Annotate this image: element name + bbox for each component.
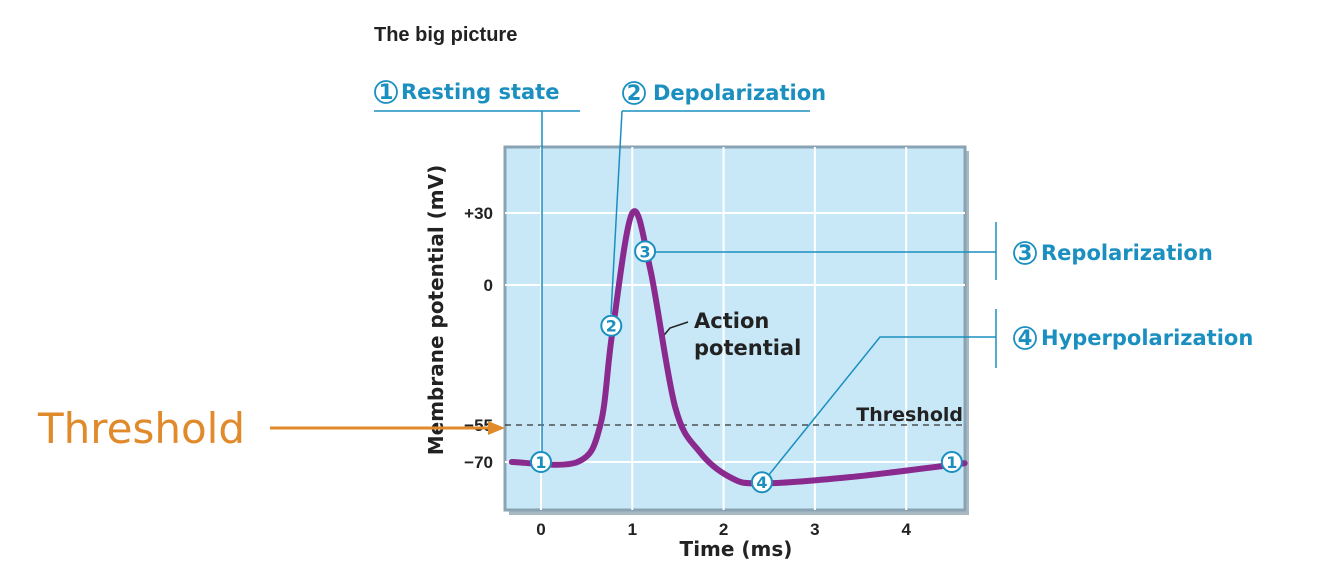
- svg-text:Hyperpolarization: Hyperpolarization: [1041, 326, 1253, 350]
- phase-marker-3: [634, 240, 657, 263]
- figure-title: The big picture: [374, 24, 517, 46]
- svg-text:3: 3: [1018, 241, 1033, 265]
- plot-area: [503, 145, 967, 512]
- phase-marker-4: [750, 471, 773, 494]
- phase-marker-2: [600, 314, 623, 337]
- threshold-arrow-icon: [488, 421, 505, 435]
- phase-label-resting: 1 Resting state: [374, 80, 559, 104]
- phase-marker-label: 3: [640, 242, 651, 261]
- y-axis-label: Membrane potential (mV): [424, 165, 448, 456]
- svg-text:2: 2: [627, 81, 642, 105]
- phase-marker-label: 1: [535, 453, 546, 472]
- number-circle-icon: [1013, 241, 1037, 265]
- y-tick-labels: +30 0 −55 −70: [464, 204, 493, 472]
- x-tick-label: 0: [536, 520, 545, 539]
- x-tick-label: 2: [719, 520, 728, 539]
- x-tick-labels: 0 1 2 3 4: [536, 520, 911, 539]
- phase-marker-1: [940, 451, 963, 473]
- phase-label-depolarization: 2 Depolarization: [622, 81, 826, 105]
- grid: [505, 147, 965, 510]
- phase-markers: 1 2 3 4 1: [530, 240, 963, 494]
- svg-text:1: 1: [379, 80, 394, 104]
- svg-text:Repolarization: Repolarization: [1041, 241, 1213, 265]
- phase-marker-label: 1: [946, 453, 957, 472]
- curve-label-potential: potential: [694, 336, 801, 360]
- x-tick-label: 4: [901, 520, 911, 539]
- threshold-label: Threshold: [856, 404, 963, 426]
- x-tick-label: 1: [628, 520, 637, 539]
- x-tick-label: 3: [810, 520, 819, 539]
- svg-text:Depolarization: Depolarization: [653, 81, 826, 105]
- y-tick-label: −55: [464, 416, 493, 435]
- phase-marker-label: 4: [756, 473, 767, 492]
- y-tick-label: −70: [464, 453, 493, 472]
- curve-label-action: Action: [694, 309, 769, 333]
- phase-label-hyperpolarization: 4 Hyperpolarization: [1013, 326, 1253, 350]
- phase-label-repolarization: 3 Repolarization: [1013, 241, 1213, 265]
- number-circle-icon: [1013, 326, 1037, 350]
- number-circle-icon: [374, 80, 398, 104]
- svg-text:Resting state: Resting state: [401, 80, 559, 104]
- phase-marker-1: [530, 451, 552, 473]
- y-tick-label: 0: [484, 276, 493, 295]
- svg-text:4: 4: [1018, 326, 1033, 350]
- number-circle-icon: [622, 81, 646, 105]
- x-axis-label: Time (ms): [680, 537, 793, 561]
- threshold-callout: Threshold: [37, 404, 245, 453]
- hyperpolarization-leader: [767, 336, 996, 477]
- action-potential-curve: [508, 208, 968, 487]
- y-tick-label: +30: [464, 204, 493, 223]
- depolarization-leader: [610, 110, 623, 315]
- leader-lines: [374, 110, 997, 477]
- phase-marker-label: 2: [606, 317, 617, 336]
